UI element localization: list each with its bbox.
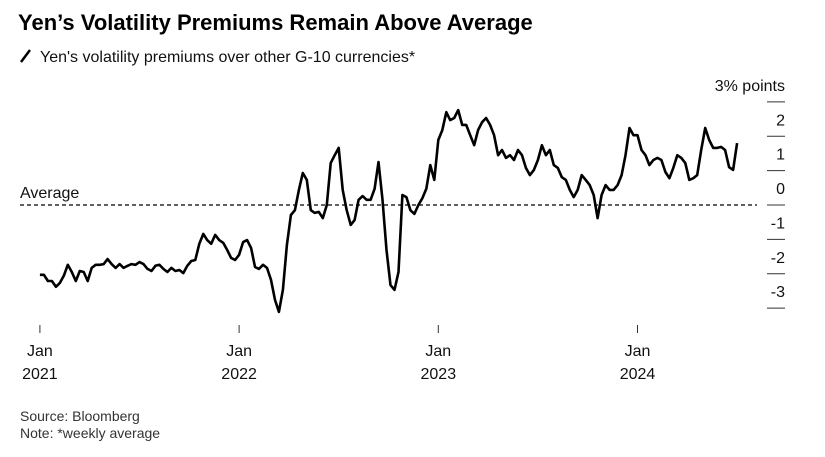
- series-line: [39, 108, 739, 314]
- y-tick-label: -1: [771, 215, 785, 232]
- subtitle-icon: [20, 49, 31, 63]
- y-tick-label: -2: [771, 250, 785, 267]
- x-tick-label: Jan 2021: [22, 343, 58, 383]
- chart-subtitle: Yen's volatility premiums over other G-1…: [40, 49, 415, 66]
- y-tick-label: -3: [771, 284, 785, 301]
- average-label: Average: [20, 185, 79, 202]
- note: Note: *weekly average: [20, 425, 160, 441]
- y-tick-label: 1: [776, 147, 785, 164]
- x-tick-label: Jan 2023: [420, 343, 457, 383]
- x-tick-label: Jan 2024: [619, 343, 656, 383]
- chart-title: Yen’s Volatility Premiums Remain Above A…: [18, 10, 533, 35]
- y-tick-label: 3% points: [715, 78, 785, 95]
- y-tick-label: 2: [776, 112, 785, 129]
- y-tick-label: 0: [776, 181, 785, 198]
- source: Source: Bloomberg: [20, 408, 140, 424]
- x-tick-label: Jan 2022: [221, 343, 257, 383]
